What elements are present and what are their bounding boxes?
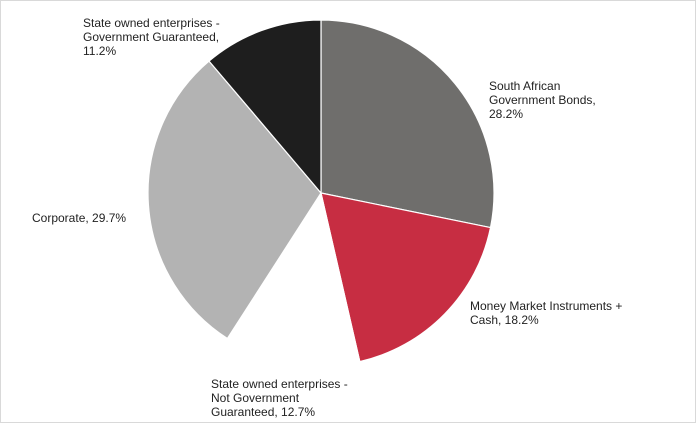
label-line: Cash, 18.2% — [470, 313, 539, 327]
pie-slice-state-owned-enterprises-not-government-guaranteed — [226, 191, 361, 367]
pie-slice-corporate — [147, 60, 322, 340]
pie-slice-money-market-instruments-cash — [320, 192, 492, 363]
label-line: Corporate, 29.7% — [32, 211, 127, 225]
label-line: Money Market Instruments + — [470, 299, 623, 313]
label-line: State owned enterprises - — [83, 16, 220, 30]
label-line: South African — [489, 79, 561, 93]
slice-label-money-market: Money Market Instruments + Cash, 18.2% — [470, 299, 622, 327]
slice-label-sa-government-bonds: South African Government Bonds, 28.2% — [489, 79, 596, 121]
slice-label-corporate: Corporate, 29.7% — [32, 211, 126, 225]
label-line: Guaranteed, 12.7% — [211, 405, 316, 419]
pie-slice-south-african-government-bonds — [320, 19, 495, 229]
label-line: Government Bonds, — [489, 93, 596, 107]
label-line: 11.2% — [83, 44, 117, 58]
pie-slice-state-owned-enterprises-government-guaranteed — [208, 19, 322, 195]
label-line: Not Government — [211, 391, 300, 405]
label-line: State owned enterprises - — [211, 377, 348, 391]
label-line: Government Guaranteed, — [83, 30, 220, 44]
label-line: 28.2% — [489, 107, 524, 121]
slice-label-soe-guaranteed: State owned enterprises - Government Gua… — [83, 16, 220, 58]
slice-label-soe-not-guaranteed: State owned enterprises - Not Government… — [211, 377, 348, 419]
